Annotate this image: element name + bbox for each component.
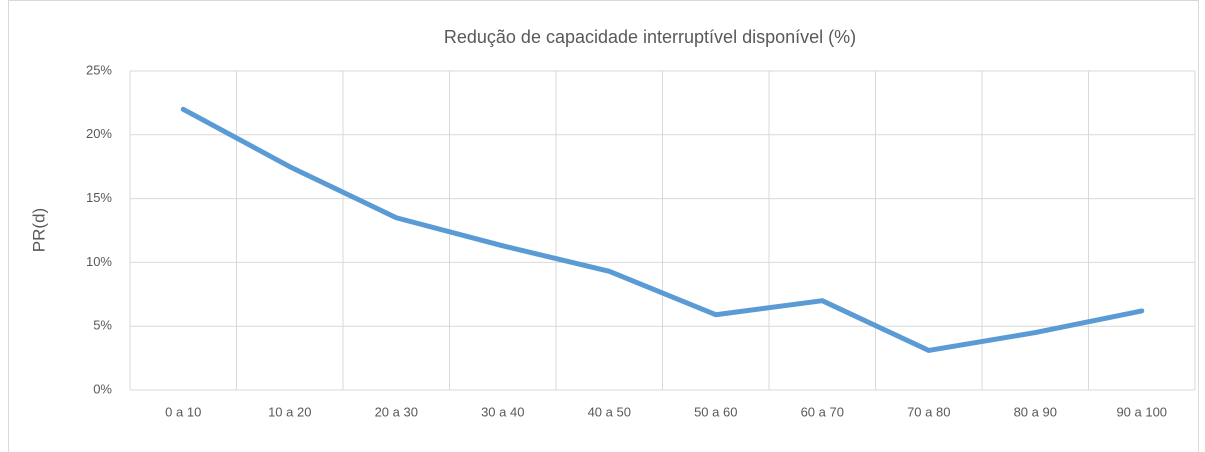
chart-border: [8, 0, 1199, 452]
x-tick-label: 50 a 60: [694, 404, 737, 419]
x-tick-label: 10 a 20: [268, 404, 311, 419]
x-tick-label: 80 a 90: [1014, 404, 1057, 419]
x-tick-label: 90 a 100: [1116, 404, 1167, 419]
y-tick-label: 25%: [86, 62, 112, 77]
x-tick-label: 70 a 80: [907, 404, 950, 419]
x-tick-label: 60 a 70: [801, 404, 844, 419]
y-tick-label: 0%: [93, 381, 112, 396]
y-tick-label: 5%: [93, 318, 112, 333]
y-tick-label: 10%: [86, 254, 112, 269]
y-tick-label: 15%: [86, 190, 112, 205]
y-axis-label: PR(d): [29, 208, 48, 252]
y-tick-label: 20%: [86, 126, 112, 141]
x-tick-label: 0 a 10: [165, 404, 201, 419]
chart-title: Redução de capacidade interruptível disp…: [444, 27, 856, 47]
line-series: [180, 106, 1145, 353]
x-tick-label: 30 a 40: [481, 404, 524, 419]
x-tick-label: 20 a 30: [375, 404, 418, 419]
x-tick-label: 40 a 50: [588, 404, 631, 419]
